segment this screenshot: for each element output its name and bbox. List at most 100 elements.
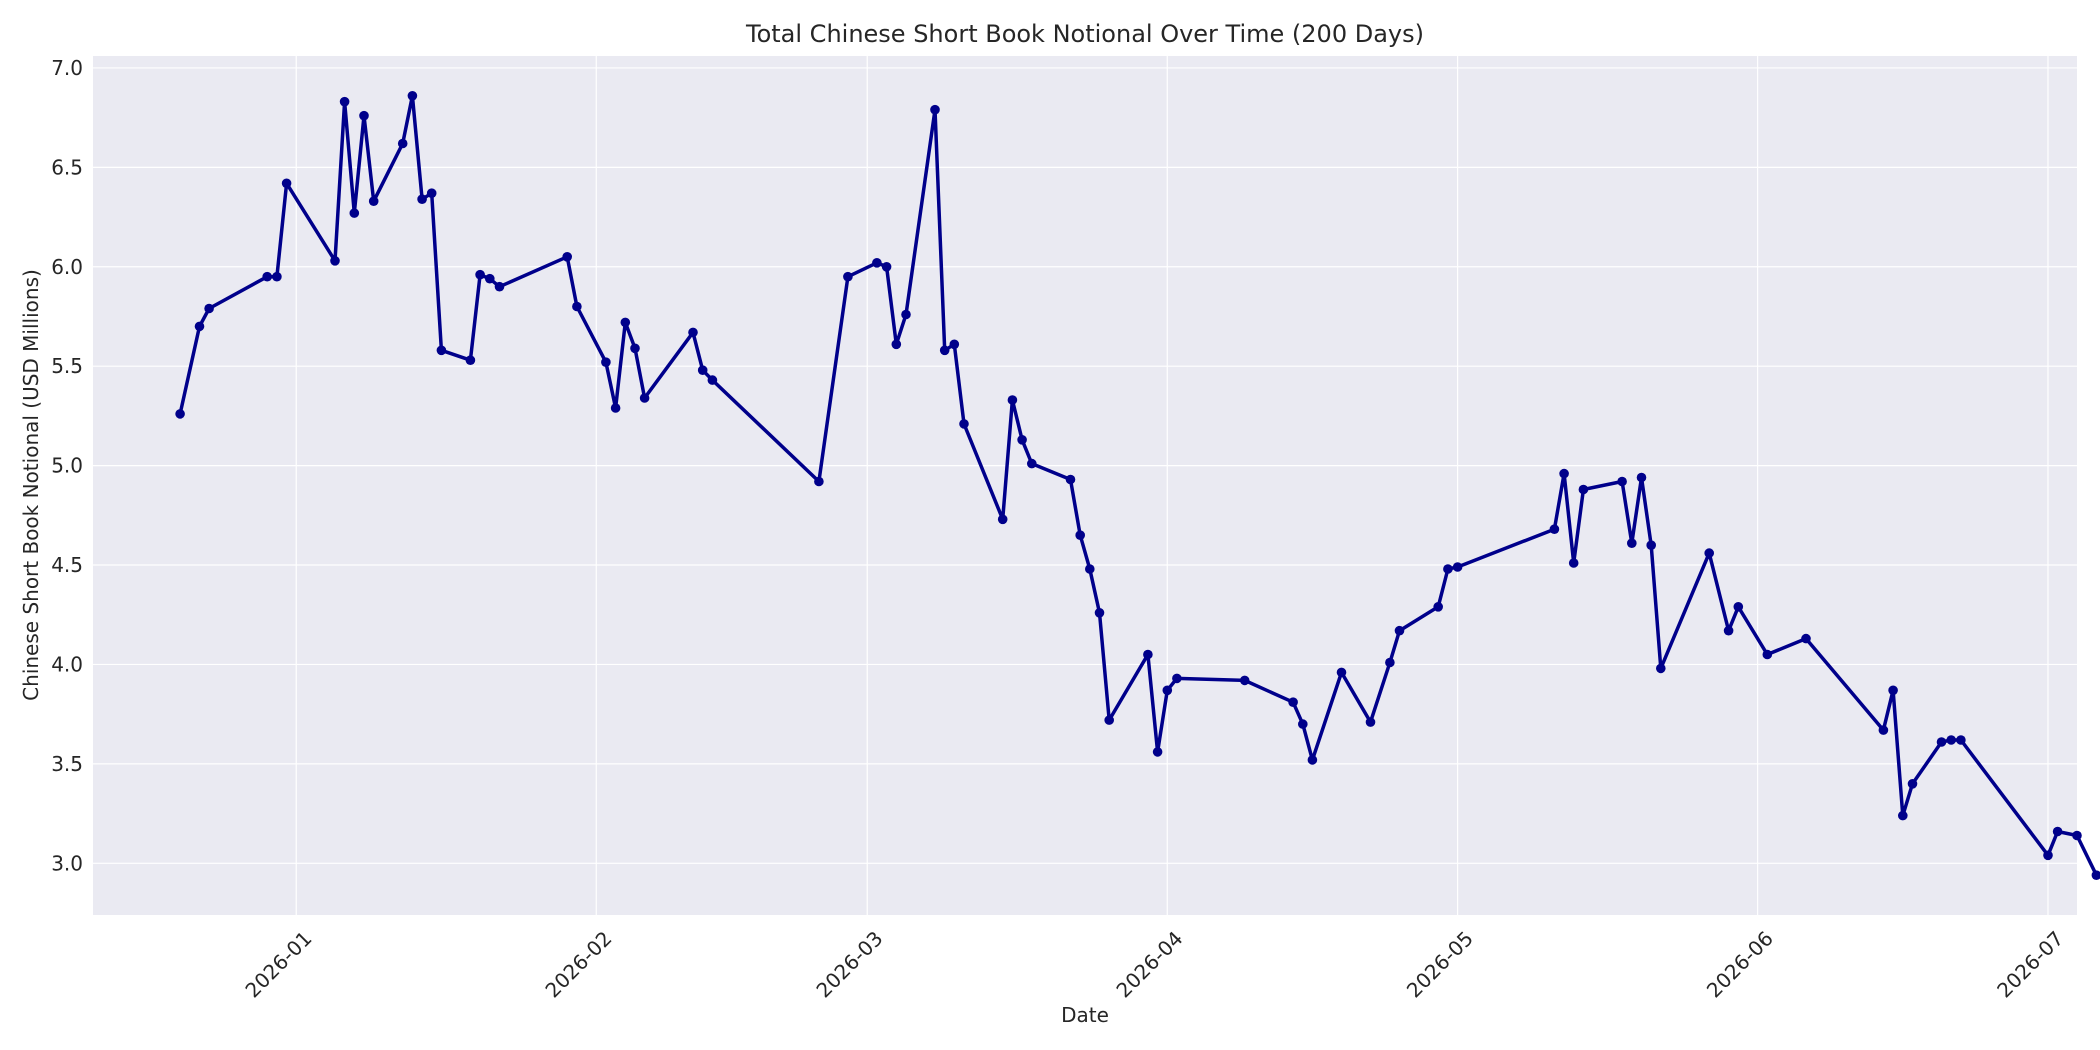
data-point: [204, 303, 214, 314]
data-point: [1027, 458, 1037, 469]
data-point: [1307, 755, 1318, 765]
data-point: [1878, 725, 1889, 735]
data-point: [1085, 564, 1095, 574]
y-tick-label: 4.0: [51, 652, 83, 676]
data-point: [1946, 735, 1956, 745]
data-point: [949, 339, 960, 350]
data-point: [959, 419, 969, 429]
data-point: [1646, 540, 1656, 550]
data-point: [465, 355, 476, 366]
data-point: [1162, 685, 1173, 696]
data-point: [349, 208, 360, 218]
data-point: [1733, 602, 1744, 612]
data-point: [1559, 468, 1569, 479]
data-point: [1298, 719, 1308, 729]
x-axis-title: Date: [1061, 1003, 1109, 1027]
data-point: [1336, 667, 1347, 678]
data-point: [1365, 717, 1376, 727]
data-point: [1452, 562, 1463, 572]
data-point: [1656, 663, 1666, 674]
y-tick-label: 7.0: [51, 56, 83, 80]
data-point: [1723, 625, 1734, 636]
data-point: [175, 409, 185, 419]
data-point: [1433, 602, 1443, 612]
data-point: [843, 271, 853, 282]
data-point: [1172, 673, 1182, 684]
data-point: [1627, 538, 1637, 548]
x-axis-ticks: 2026-01 2026-02 2026-03 2026-04 2026-05 2026-…: [240, 926, 2068, 1002]
grid-lines: [93, 56, 2077, 915]
data-point: [891, 339, 902, 350]
y-tick-label: 6.5: [51, 155, 83, 179]
data-point: [939, 345, 950, 356]
data-point: [1152, 747, 1163, 757]
data-point: [1936, 737, 1947, 747]
data-point: [610, 403, 621, 413]
data-point: [697, 365, 708, 376]
data-point: [281, 178, 292, 189]
data-point: [1704, 548, 1714, 558]
data-point: [872, 258, 882, 268]
x-tick-label: 2026-07: [1992, 926, 2068, 1002]
data-point: [339, 96, 350, 107]
chart-title: Total Chinese Short Book Notional Over T…: [745, 20, 1424, 48]
series-markers: [175, 91, 2100, 880]
y-tick-label: 5.5: [51, 354, 83, 378]
data-point: [930, 104, 940, 115]
data-point: [272, 271, 282, 282]
data-point: [601, 357, 611, 368]
data-point: [901, 309, 911, 320]
data-point: [1443, 564, 1453, 574]
y-tick-label: 4.5: [51, 553, 83, 577]
data-point: [1065, 474, 1076, 485]
x-tick-label: 2026-04: [1111, 926, 1187, 1002]
data-point: [639, 393, 650, 403]
data-point: [997, 514, 1008, 525]
x-tick-label: 2026-05: [1402, 926, 1478, 1002]
data-point: [368, 196, 379, 206]
data-point: [2091, 870, 2100, 880]
data-point: [194, 321, 205, 332]
x-tick-label: 2026-01: [240, 926, 316, 1002]
data-point: [475, 269, 485, 280]
data-point: [397, 138, 408, 149]
data-point: [436, 345, 447, 356]
data-point: [1568, 558, 1579, 568]
data-point: [1578, 484, 1589, 495]
data-point: [1956, 735, 1966, 745]
plot-area: [93, 56, 2077, 915]
data-point: [1143, 649, 1153, 660]
data-point: [707, 375, 718, 385]
data-point: [262, 271, 273, 282]
data-point: [814, 476, 824, 487]
x-tick-label: 2026-02: [540, 926, 616, 1002]
data-point: [1094, 608, 1105, 618]
data-point: [2052, 826, 2063, 837]
data-point: [1017, 435, 1027, 445]
data-point: [1907, 779, 1918, 789]
data-point: [1394, 625, 1405, 636]
data-point: [688, 327, 698, 338]
data-point: [359, 110, 369, 121]
data-point: [1385, 657, 1395, 668]
data-point: [1239, 675, 1250, 686]
x-tick-label: 2026-06: [1702, 926, 1778, 1002]
data-point: [1288, 697, 1298, 707]
data-point: [1888, 685, 1898, 696]
data-point: [1007, 395, 1018, 405]
data-point: [407, 91, 418, 101]
data-point: [1898, 810, 1908, 821]
data-point: [1075, 530, 1085, 540]
data-point: [1762, 649, 1773, 660]
y-axis-ticks: 3.0 3.5 4.0 4.5 5.0 5.5 6.0 6.5 7.0: [51, 56, 83, 875]
x-tick-label: 2026-03: [811, 926, 887, 1002]
y-tick-label: 5.0: [51, 454, 83, 478]
y-tick-label: 3.0: [51, 851, 83, 875]
data-point: [630, 343, 640, 354]
data-point: [620, 317, 631, 328]
data-point: [2043, 850, 2053, 861]
data-point: [330, 255, 340, 266]
data-point: [1104, 715, 1114, 725]
data-point: [1801, 633, 1811, 644]
